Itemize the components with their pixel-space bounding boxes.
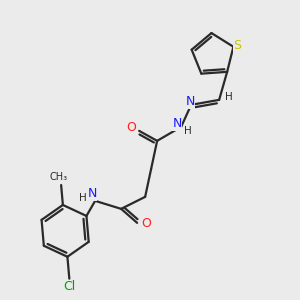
- Text: O: O: [126, 122, 136, 134]
- Text: H: H: [225, 92, 233, 102]
- Text: CH₃: CH₃: [49, 172, 67, 182]
- Text: N: N: [172, 117, 182, 130]
- Text: N: N: [185, 95, 195, 108]
- Text: H: H: [79, 193, 87, 203]
- Text: H: H: [184, 126, 192, 136]
- Text: N: N: [88, 188, 97, 200]
- Text: S: S: [233, 39, 242, 52]
- Text: Cl: Cl: [63, 280, 75, 293]
- Text: O: O: [141, 218, 151, 230]
